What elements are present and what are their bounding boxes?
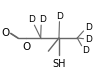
Text: O: O (1, 28, 9, 38)
Text: D: D (39, 15, 46, 24)
Text: SH: SH (52, 59, 66, 69)
Text: D: D (56, 12, 63, 21)
Text: D: D (85, 23, 92, 32)
Text: D: D (28, 15, 35, 24)
Text: D: D (82, 46, 89, 55)
Text: D: D (85, 35, 92, 44)
Text: O: O (23, 42, 31, 52)
